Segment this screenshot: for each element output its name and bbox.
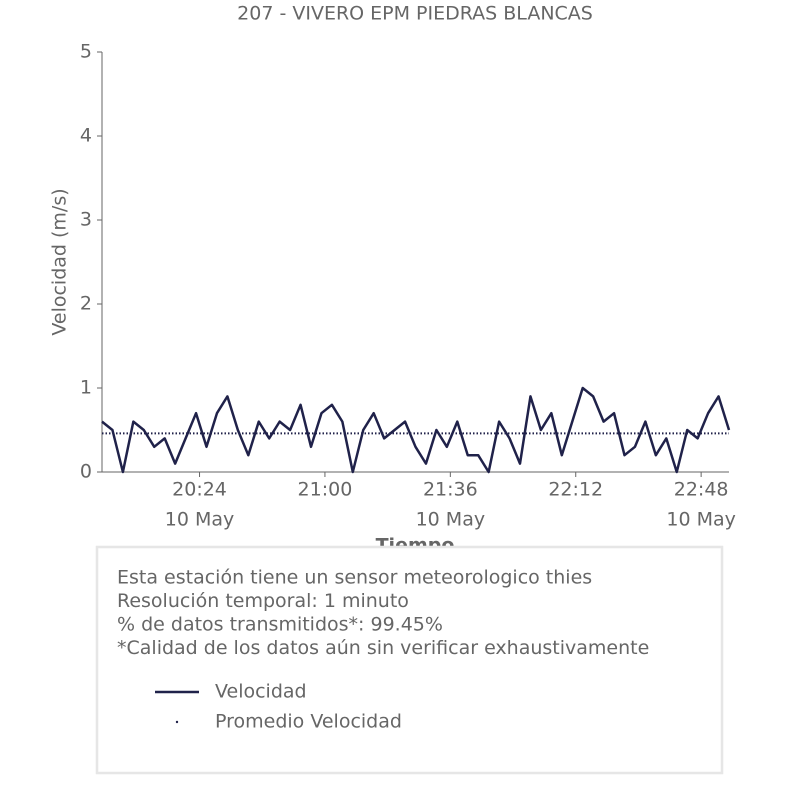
info-line: *Calidad de los datos aún sin verificar …	[117, 637, 649, 659]
info-line: Resolución temporal: 1 minuto	[117, 590, 409, 612]
x-tick-label: 20:24	[172, 479, 227, 501]
x-tick-date: 10 May	[666, 509, 736, 531]
x-tick-date: 10 May	[165, 509, 235, 531]
chart-title: 207 - VIVERO EPM PIEDRAS BLANCAS	[237, 3, 593, 25]
y-tick-label: 2	[80, 293, 92, 315]
legend-swatch	[175, 720, 179, 724]
y-tick-label: 4	[80, 125, 92, 147]
y-tick-label: 3	[80, 209, 92, 231]
legend-label: Promedio Velocidad	[215, 711, 402, 733]
legend-label: Velocidad	[215, 681, 307, 703]
x-tick-label: 21:00	[298, 479, 353, 501]
x-tick-label: 22:12	[548, 479, 603, 501]
data-line	[101, 386, 731, 474]
y-tick-label: 1	[80, 377, 92, 399]
info-line: % de datos transmitidos*: 99.45%	[117, 614, 443, 636]
y-tick-label: 5	[80, 41, 92, 63]
info-line: Esta estación tiene un sensor meteorolog…	[117, 567, 592, 589]
x-tick-label: 22:48	[674, 479, 729, 501]
x-tick-label: 21:36	[423, 479, 478, 501]
x-tick-date: 10 May	[416, 509, 486, 531]
y-tick-label: 0	[80, 461, 92, 483]
info-box	[95, 545, 724, 775]
y-axis-label: Velocidad (m/s)	[49, 188, 71, 335]
